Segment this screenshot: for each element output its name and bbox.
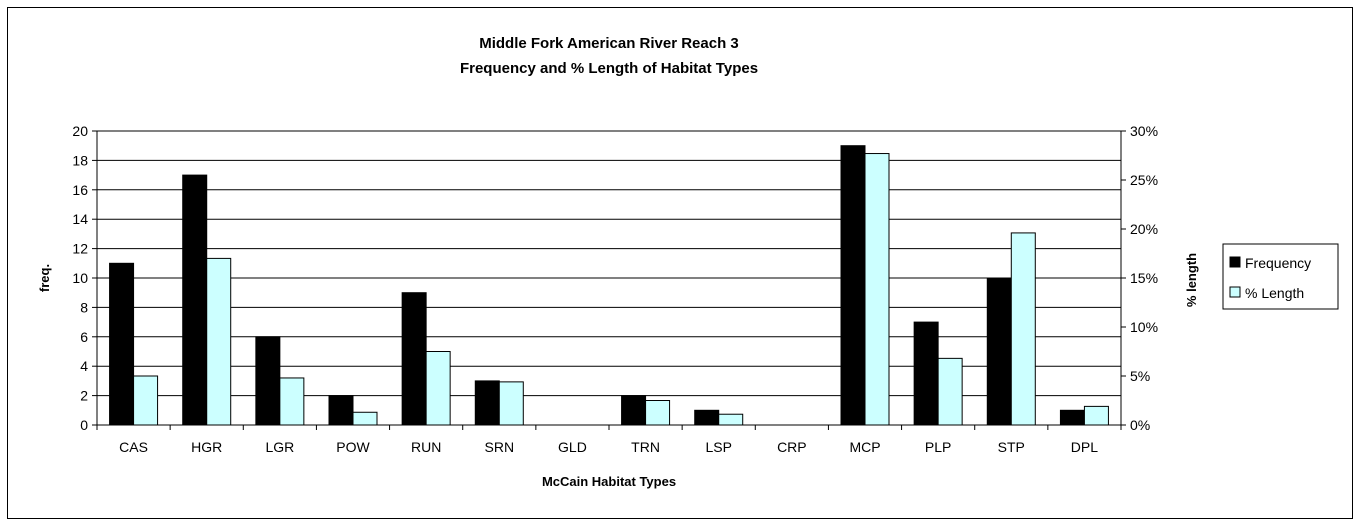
bar-frequency-pow bbox=[328, 395, 354, 426]
x-tick-label-crp: CRP bbox=[777, 439, 807, 455]
legend-label-length: % Length bbox=[1245, 285, 1304, 301]
bar-length-cas bbox=[133, 375, 159, 426]
x-axis-title: McCain Habitat Types bbox=[542, 474, 676, 489]
right-tick-label: 10% bbox=[1130, 319, 1158, 335]
x-tick-label-lgr: LGR bbox=[265, 439, 294, 455]
bar-length-lgr bbox=[279, 377, 305, 426]
right-axis-ticks: 0% 5% 10% 15% 20% 25% 30% bbox=[1121, 123, 1158, 433]
bar-frequency-trn bbox=[621, 395, 647, 426]
left-axis-title: freq. bbox=[37, 264, 52, 292]
x-tick-label-pow: POW bbox=[336, 439, 370, 455]
bar-frequency-lsp bbox=[694, 409, 720, 426]
bar-length-trn bbox=[645, 400, 671, 426]
left-tick-label: 18 bbox=[72, 152, 88, 168]
bar-frequency-run bbox=[401, 292, 427, 426]
x-axis-ticks: CAS HGR LGR POW RUN SRN GLD TRN LSP CRP MCP PLP STP D… bbox=[96, 425, 1122, 455]
bars bbox=[109, 145, 1109, 426]
bar-frequency-dpl bbox=[1059, 409, 1085, 426]
bar-frequency-lgr bbox=[255, 336, 281, 426]
bar-frequency-stp bbox=[986, 277, 1012, 426]
x-tick-label-run: RUN bbox=[411, 439, 441, 455]
right-tick-label: 20% bbox=[1130, 221, 1158, 237]
x-tick-label-srn: SRN bbox=[485, 439, 515, 455]
bar-length-run bbox=[425, 351, 451, 426]
bar-length-pow bbox=[352, 411, 378, 426]
left-tick-label: 6 bbox=[80, 329, 88, 345]
x-tick-label-hgr: HGR bbox=[191, 439, 222, 455]
x-tick-label-cas: CAS bbox=[119, 439, 148, 455]
bar-length-hgr bbox=[206, 257, 232, 426]
left-tick-label: 4 bbox=[80, 358, 88, 374]
bar-length-plp bbox=[937, 357, 963, 426]
bar-length-dpl bbox=[1083, 405, 1109, 426]
x-tick-label-gld: GLD bbox=[558, 439, 587, 455]
x-tick-label-mcp: MCP bbox=[849, 439, 880, 455]
bar-length-srn bbox=[498, 381, 524, 426]
bar-length-lsp bbox=[718, 413, 744, 426]
right-tick-label: 0% bbox=[1130, 417, 1150, 433]
legend-swatch-frequency bbox=[1229, 256, 1241, 268]
x-tick-label-plp: PLP bbox=[925, 439, 951, 455]
x-tick-label-stp: STP bbox=[998, 439, 1025, 455]
right-tick-label: 30% bbox=[1130, 123, 1158, 139]
chart-frame bbox=[7, 7, 1353, 519]
left-tick-label: 16 bbox=[72, 182, 88, 198]
chart-title-line-1: Middle Fork American River Reach 3 bbox=[479, 35, 739, 52]
legend-swatch-length bbox=[1229, 286, 1241, 298]
legend-label-frequency: Frequency bbox=[1245, 255, 1311, 271]
legend-box bbox=[1222, 243, 1339, 310]
left-tick-label: 12 bbox=[72, 241, 88, 257]
bar-frequency-plp bbox=[913, 321, 939, 426]
right-tick-label: 5% bbox=[1130, 368, 1150, 384]
bar-frequency-cas bbox=[109, 262, 135, 426]
left-tick-label: 20 bbox=[72, 123, 88, 139]
bar-frequency-hgr bbox=[182, 174, 208, 426]
left-tick-label: 8 bbox=[80, 299, 88, 315]
chart-title-line-2: Frequency and % Length of Habitat Types bbox=[460, 60, 758, 77]
right-axis-title: % length bbox=[1184, 253, 1199, 307]
x-tick-label-lsp: LSP bbox=[705, 439, 731, 455]
gridlines bbox=[97, 130, 1121, 426]
left-tick-label: 0 bbox=[80, 417, 88, 433]
right-tick-label: 15% bbox=[1130, 270, 1158, 286]
x-tick-label-dpl: DPL bbox=[1071, 439, 1098, 455]
right-tick-label: 25% bbox=[1130, 172, 1158, 188]
x-tick-label-trn: TRN bbox=[631, 439, 660, 455]
bar-length-mcp bbox=[864, 153, 890, 426]
left-axis-ticks: 0 2 4 6 8 10 12 14 16 18 20 bbox=[72, 123, 97, 433]
bar-length-stp bbox=[1010, 232, 1036, 426]
legend: Frequency % Length bbox=[1222, 243, 1339, 310]
bar-frequency-mcp bbox=[840, 145, 866, 426]
left-tick-label: 14 bbox=[72, 211, 88, 227]
bar-frequency-srn bbox=[474, 380, 500, 426]
left-tick-label: 2 bbox=[80, 388, 88, 404]
left-tick-label: 10 bbox=[72, 270, 88, 286]
